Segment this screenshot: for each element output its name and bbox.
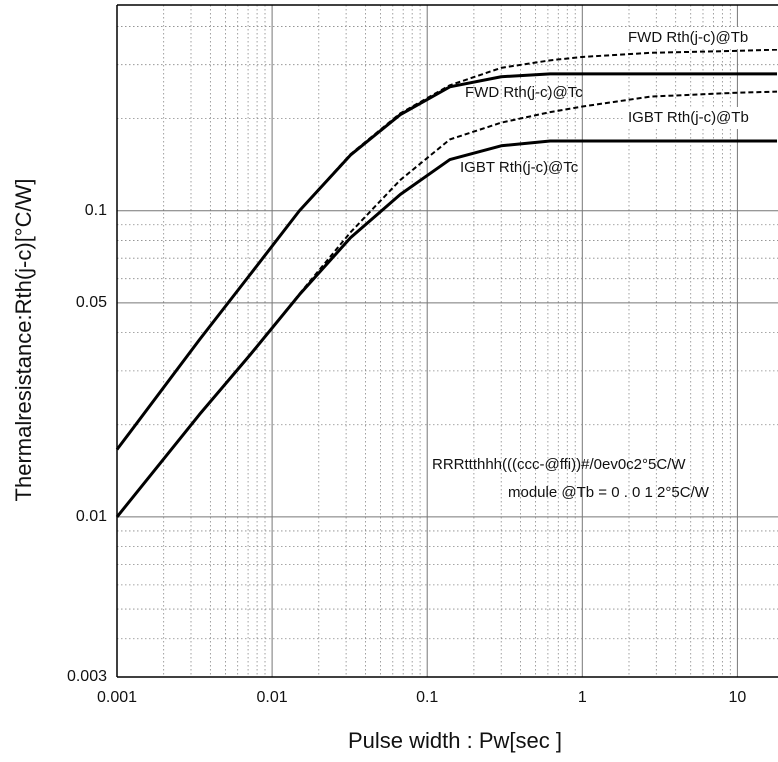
x-tick-label: 1	[578, 689, 587, 706]
curve	[116, 48, 778, 451]
annotation: module @Tb = 0 . 0 1 2°5C/W	[508, 484, 710, 501]
y-tick-label: 0.05	[76, 294, 107, 311]
curve	[116, 90, 778, 518]
y-tick-label: 0.003	[67, 668, 107, 685]
annotation: RRRttthhh(((ccc-@ffi))#/0ev0c2°5C/W	[432, 456, 686, 473]
curves	[115, 48, 778, 518]
x-tick-label: 0.01	[257, 689, 288, 706]
x-axis-label: Pulse width : Pw[sec ]	[348, 728, 562, 753]
annotation: FWD Rth(j-c)@Tc	[465, 84, 583, 101]
x-tick-label: 0.1	[416, 689, 438, 706]
annotation: FWD Rth(j-c)@Tb	[628, 29, 748, 46]
annotation-bg	[624, 107, 778, 129]
y-tick-label: 0.1	[85, 202, 107, 219]
annotation: IGBT Rth(j-c)@Tb	[628, 109, 749, 126]
annotation: IGBT Rth(j-c)@Tc	[460, 159, 579, 176]
y-axis-label: Thermalresistance:Rth(j-c)[°C/W]	[11, 179, 36, 502]
grid	[116, 5, 778, 678]
x-tick-label: 0.001	[97, 689, 137, 706]
x-tick-label: 10	[729, 689, 747, 706]
y-tick-label: 0.01	[76, 508, 107, 525]
annotation-bg	[624, 27, 778, 49]
